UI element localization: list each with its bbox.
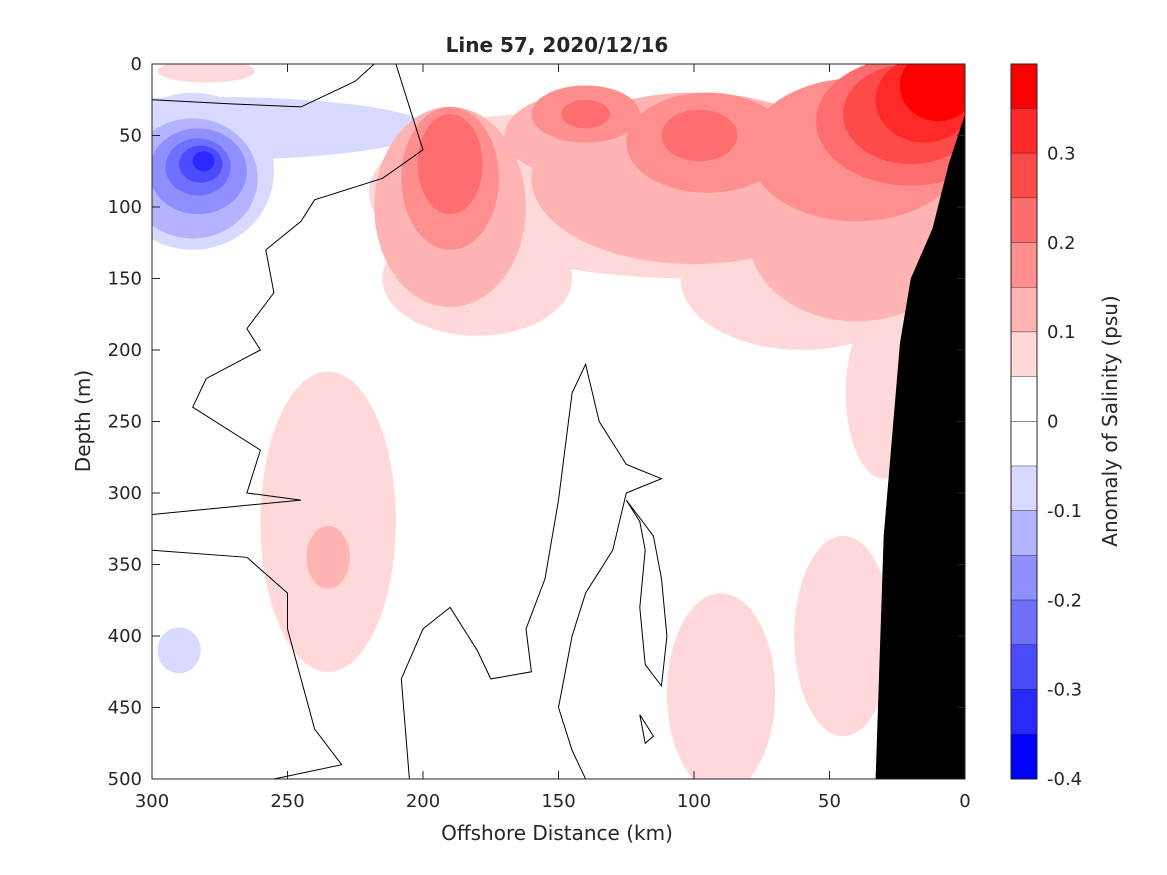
anomaly-region-28	[899, 64, 965, 122]
colorbar-tick-label: -0.3	[1047, 680, 1082, 701]
bathymetry-seafloor	[875, 114, 965, 779]
y-tick-label: 350	[108, 555, 142, 576]
colorbar-swatch	[1011, 510, 1037, 556]
colorbar-swatch	[1011, 644, 1037, 690]
colorbar-swatch	[1011, 734, 1037, 779]
anomaly-region-23	[561, 99, 610, 129]
colorbar-swatch	[1011, 421, 1037, 467]
anomaly-region-29	[260, 371, 396, 672]
colorbar-swatch	[1011, 198, 1037, 243]
y-tick-label: 250	[108, 412, 142, 433]
colorbar-tick-label: 0.2	[1047, 233, 1076, 254]
y-axis: 0 50 100 150 200 250 300 350 400 450 500	[108, 54, 965, 790]
y-tick-label: 300	[108, 483, 142, 504]
colorbar-tick-label: 0.3	[1047, 143, 1076, 164]
chart-title: Line 57, 2020/12/16	[446, 33, 669, 57]
anomaly-region-8	[157, 627, 201, 674]
colorbar-tick-label: -0.4	[1047, 769, 1082, 790]
anomaly-region-32	[794, 535, 892, 737]
anomaly-region-30	[306, 525, 350, 589]
y-tick-label: 500	[108, 769, 142, 790]
colorbar-swatch	[1011, 555, 1037, 601]
x-tick-label: 50	[818, 791, 841, 812]
colorbar-swatch	[1011, 689, 1037, 735]
colorbar-swatch	[1011, 287, 1037, 333]
x-axis-label: Offshore Distance (km)	[441, 821, 673, 845]
colorbar-swatch	[1011, 466, 1037, 511]
zero-contour-0	[152, 64, 375, 108]
anomaly-region-22	[417, 114, 483, 215]
y-tick-label: 100	[108, 197, 142, 218]
x-tick-label: 0	[959, 791, 970, 812]
colorbar-swatch	[1011, 242, 1037, 288]
colorbar-tick-label: -0.2	[1047, 590, 1082, 611]
x-tick-label: 100	[677, 791, 711, 812]
y-tick-label: 150	[108, 269, 142, 290]
colorbar: 0.3 0.2 0.1 0 -0.1 -0.2 -0.3 -0.4	[1010, 63, 1082, 790]
x-tick-label: 250	[270, 791, 304, 812]
y-tick-label: 400	[108, 626, 142, 647]
zero-contour-3	[400, 362, 663, 779]
colorbar-swatch	[1011, 600, 1037, 645]
x-tick-label: 200	[406, 791, 440, 812]
y-tick-label: 200	[108, 340, 142, 361]
colorbar-tick-label: -0.1	[1047, 501, 1082, 522]
zero-contour-5	[639, 714, 655, 745]
colorbar-tick-label: 0.1	[1047, 322, 1076, 343]
y-tick-label: 450	[108, 698, 142, 719]
colorbar-tick-label: 0	[1047, 412, 1058, 433]
zero-contour-4	[625, 499, 668, 688]
zero-contour-2	[152, 549, 343, 779]
zero-contour-1	[152, 64, 424, 515]
y-axis-label: Depth (m)	[71, 370, 95, 472]
salinity-anomaly-field	[152, 64, 965, 779]
colorbar-label: Anomaly of Salinity (psu)	[1098, 295, 1122, 546]
zero-contour-lines	[152, 64, 668, 779]
colorbar-swatch	[1011, 108, 1037, 154]
colorbar-swatch	[1011, 376, 1037, 422]
anomaly-region-0	[157, 64, 255, 83]
x-axis: 300 250 200 150 100 50 0	[135, 64, 971, 812]
colorbar-frame	[1010, 63, 1038, 780]
x-tick-label: 300	[135, 791, 169, 812]
colorbar-swatch	[1011, 64, 1037, 109]
x-tick-label: 150	[541, 791, 575, 812]
anomaly-region-31	[666, 593, 776, 779]
anomaly-region-24	[661, 109, 738, 162]
y-tick-label: 50	[119, 126, 142, 147]
y-tick-label: 0	[131, 54, 142, 75]
anomaly-region-7	[192, 151, 215, 172]
colorbar-swatch	[1011, 332, 1037, 377]
colorbar-swatch	[1011, 153, 1037, 199]
